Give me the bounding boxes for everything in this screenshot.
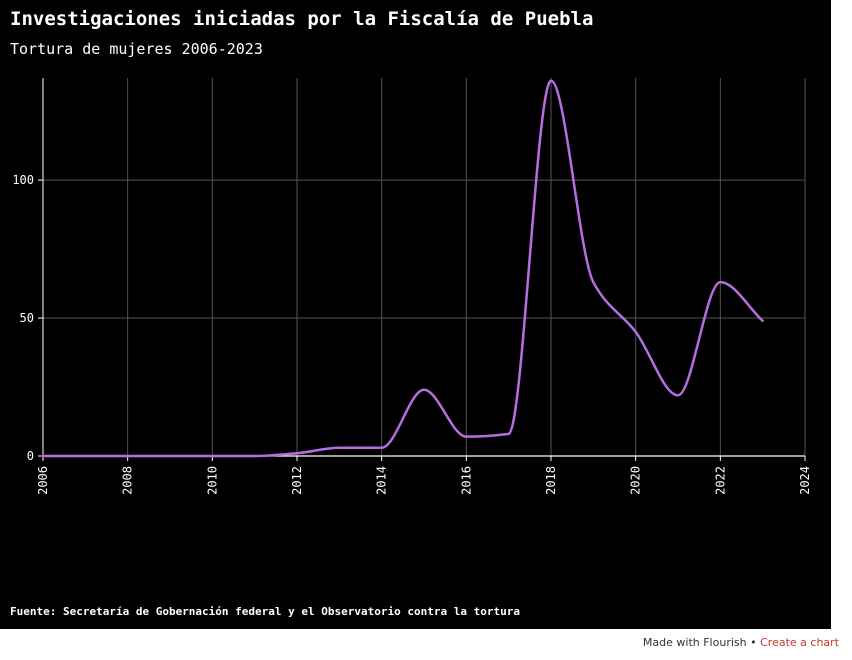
data-point-2020 (634, 330, 638, 334)
data-point-2013 (337, 446, 341, 450)
x-tick-label-2006: 2006 (36, 466, 50, 495)
data-point-2010 (210, 454, 214, 458)
x-tick-label-2014: 2014 (375, 466, 389, 495)
x-tick-label-2024: 2024 (798, 466, 812, 495)
data-point-2008 (126, 454, 130, 458)
source-note: Fuente: Secretaría de Gobernación federa… (10, 605, 520, 618)
x-tick-label-2018: 2018 (544, 466, 558, 495)
data-point-2006 (41, 454, 45, 458)
x-tick-label-2020: 2020 (629, 466, 643, 495)
x-tick-label-2012: 2012 (290, 466, 304, 495)
credit-separator: • (750, 636, 757, 649)
chart-subtitle: Tortura de mujeres 2006-2023 (10, 40, 263, 58)
data-point-2019 (591, 280, 595, 284)
tick-labels: 2006 2008 2010 2012 2014 2016 2018 2020 2022 2024… (12, 173, 812, 495)
data-point-2022 (718, 280, 722, 284)
axes (38, 78, 806, 461)
line-chart: 2006 2008 2010 2012 2014 2016 2018 2020 2022 2024… (12, 78, 812, 495)
data-point-2009 (168, 454, 172, 458)
grid-lines (42, 78, 806, 457)
data-points (41, 79, 765, 458)
y-tick-label-100: 100 (12, 173, 34, 187)
data-point-2012 (295, 451, 299, 455)
data-point-2007 (83, 454, 87, 458)
chart-panel (0, 0, 831, 629)
create-chart-link[interactable]: Create a chart (760, 636, 839, 649)
series-lines (41, 79, 764, 458)
x-tick-label-2010: 2010 (205, 466, 219, 495)
data-point-2011 (253, 454, 257, 458)
x-tick-label-2022: 2022 (713, 466, 727, 495)
data-point-2016 (464, 435, 468, 439)
made-with-flourish: Made with Flourish (642, 636, 747, 649)
x-tick-label-2016: 2016 (459, 466, 473, 495)
x-tick-label-2008: 2008 (121, 466, 135, 495)
data-point-2015 (422, 388, 426, 392)
data-point-2017 (507, 432, 511, 436)
data-point-2021 (676, 393, 680, 397)
data-point-2018 (549, 79, 553, 83)
data-point-2014 (380, 446, 384, 450)
flourish-credit: Made with Flourish • Create a chart (643, 636, 839, 649)
y-tick-label-0: 0 (27, 449, 34, 463)
y-tick-label-50: 50 (20, 311, 34, 325)
series-line-0 (41, 79, 764, 458)
chart-title: Investigaciones iniciadas por la Fiscalí… (10, 8, 594, 30)
data-point-2023 (761, 319, 765, 323)
